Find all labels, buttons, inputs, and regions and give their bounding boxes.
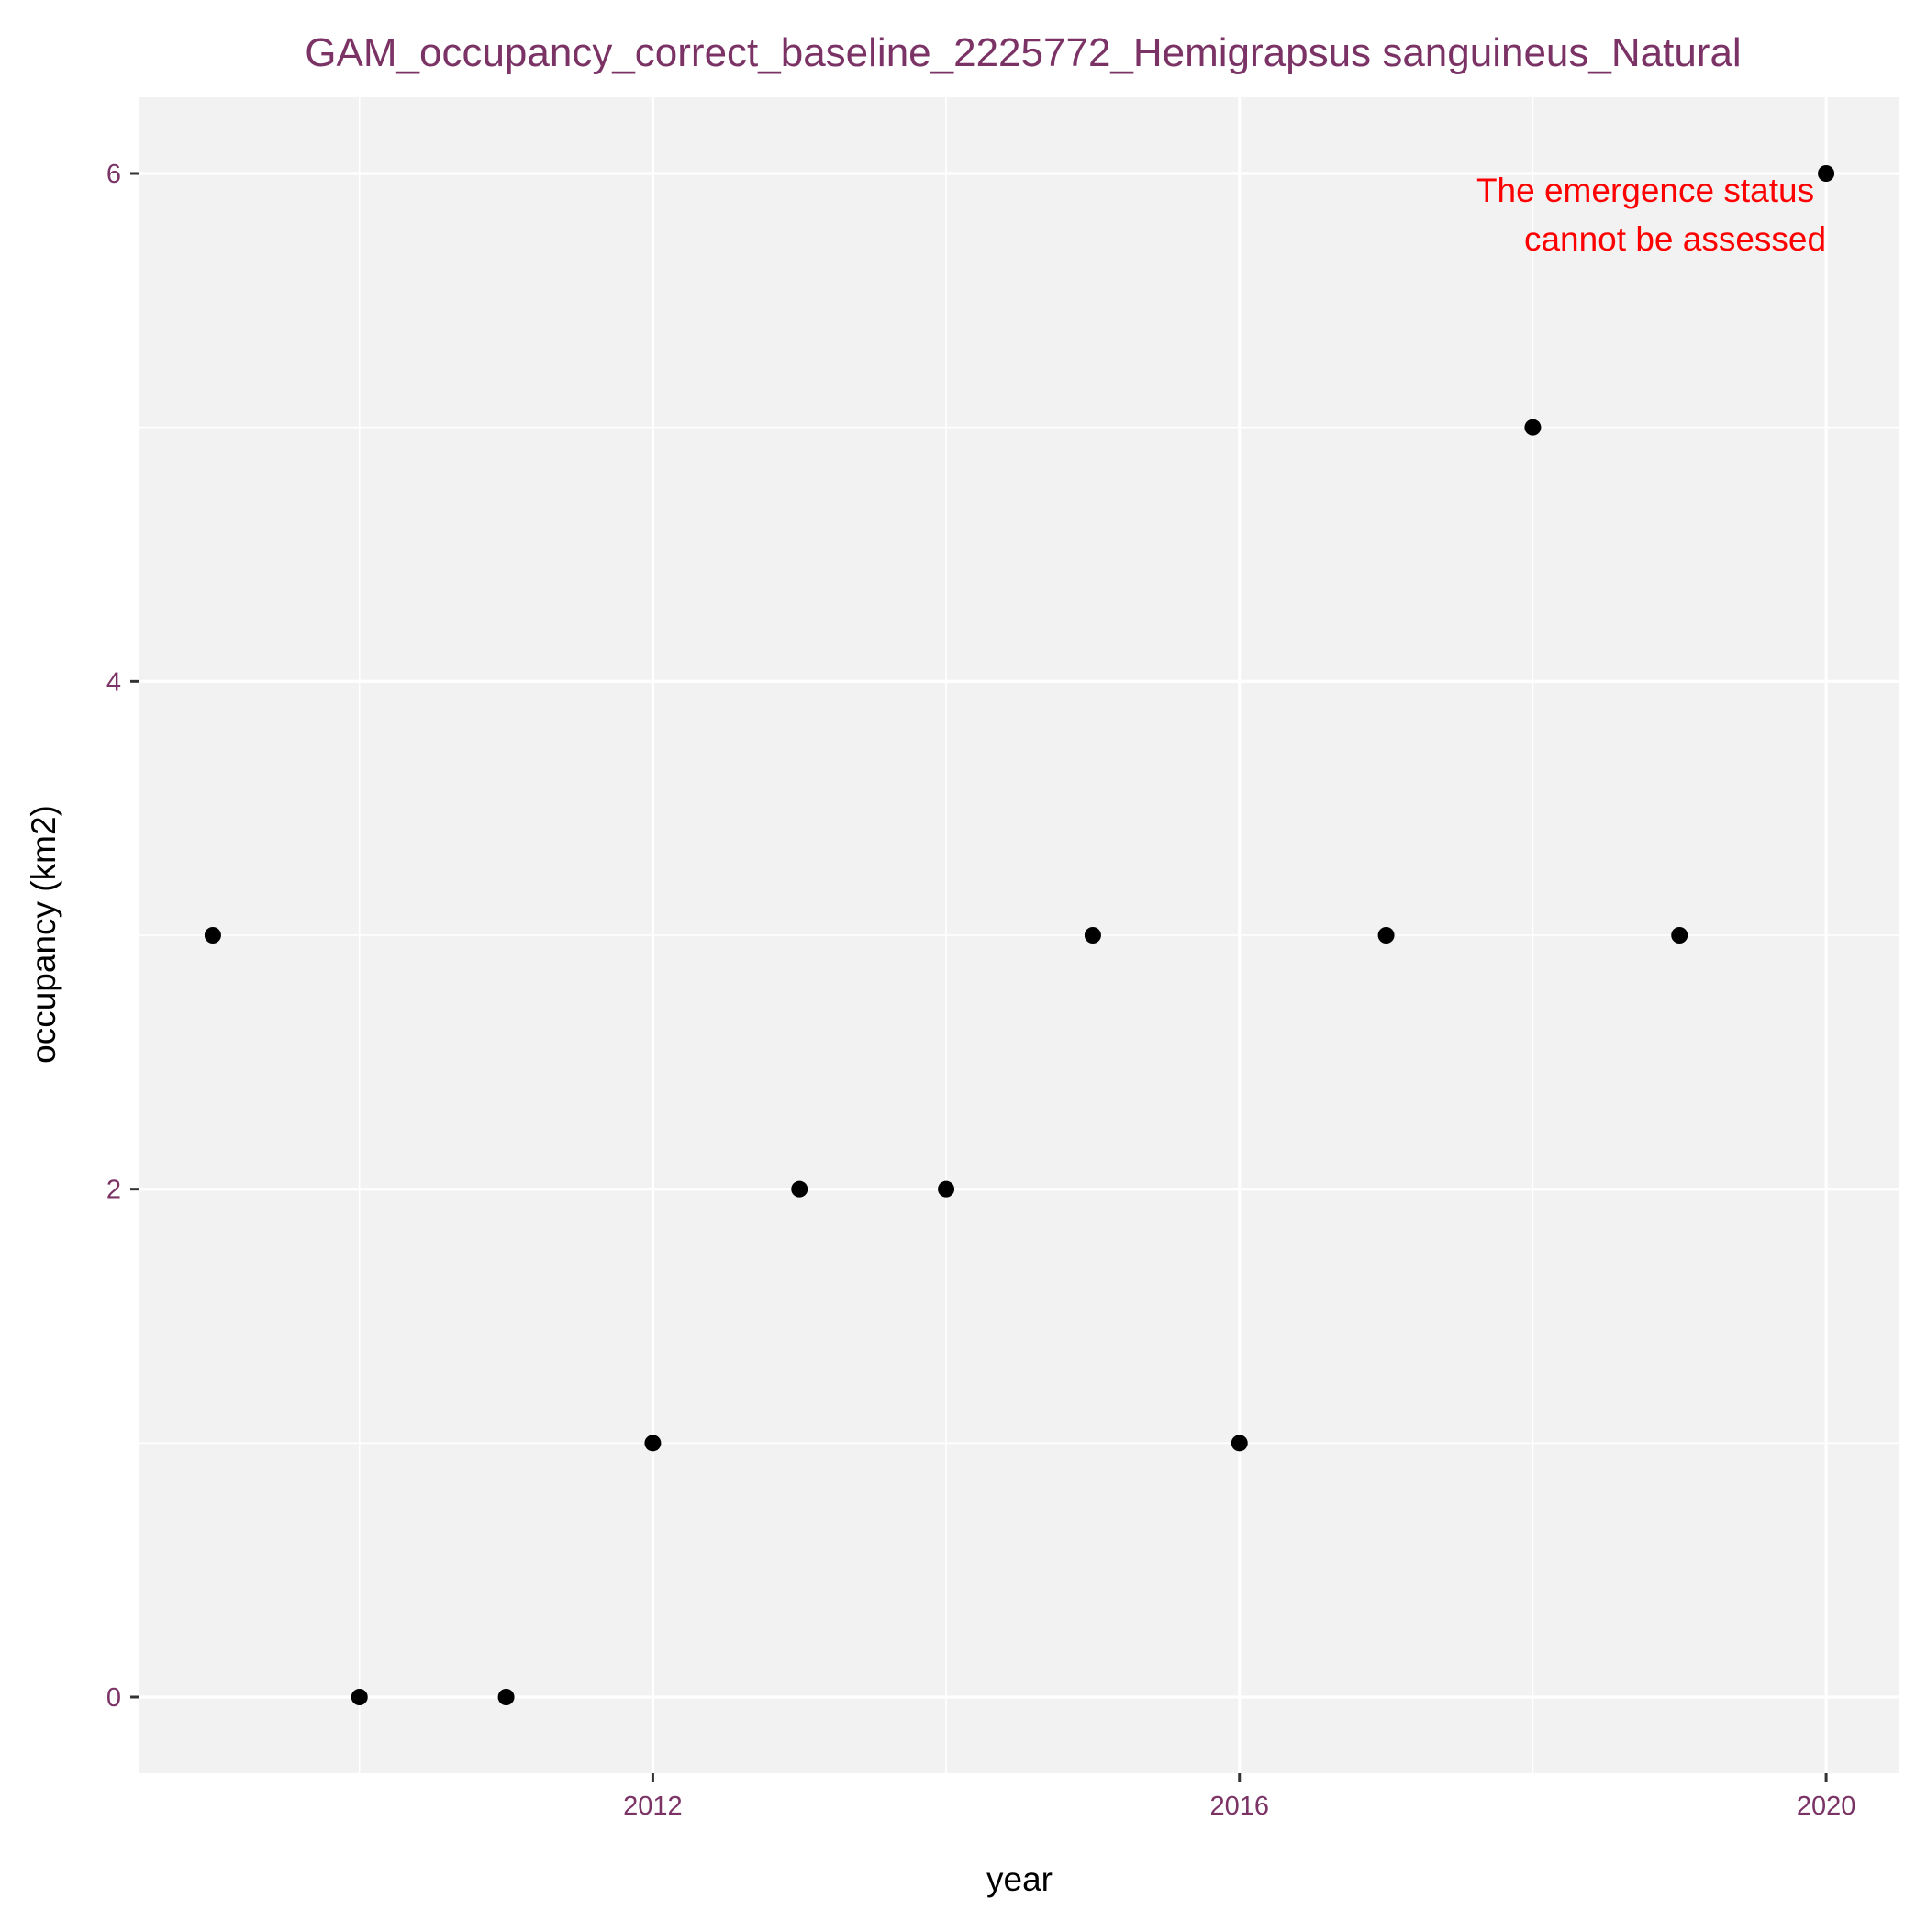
annotation-line-2: cannot be assessed (1524, 220, 1826, 258)
y-axis-title: occupancy (km2) (25, 805, 62, 1064)
data-point (351, 1689, 368, 1705)
x-tick-label: 2012 (623, 1792, 683, 1821)
y-tick-label: 6 (106, 160, 121, 189)
data-point (791, 1180, 808, 1198)
y-tick-label: 4 (106, 667, 121, 697)
annotation-line-1: The emergence status (1476, 172, 1814, 209)
y-tick-label: 2 (106, 1176, 121, 1205)
axes: 0 2 4 6 2012 2016 2020 (106, 160, 1855, 1821)
data-point (1524, 419, 1542, 436)
annotation: The emergence status cannot be assessed (1476, 172, 1826, 258)
data-point (1231, 1435, 1248, 1452)
data-point (938, 1180, 955, 1198)
data-points (204, 165, 1835, 1705)
data-point (644, 1435, 662, 1452)
data-point (1818, 165, 1835, 182)
chart-title: GAM_occupancy_correct_baseline_2225772_H… (305, 30, 1741, 75)
data-point (497, 1689, 515, 1705)
y-tick-label: 0 (106, 1683, 121, 1713)
x-tick-label: 2020 (1797, 1792, 1856, 1821)
data-point (1377, 927, 1395, 944)
data-point (1671, 927, 1688, 944)
gridlines (139, 97, 1899, 1773)
data-point (1084, 927, 1101, 944)
data-point (204, 927, 221, 944)
x-tick-label: 2016 (1209, 1792, 1269, 1821)
x-axis-title: year (986, 1860, 1053, 1898)
